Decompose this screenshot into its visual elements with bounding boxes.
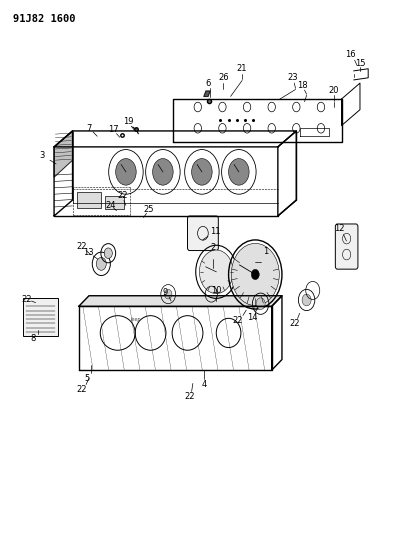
Text: 25: 25 bbox=[143, 205, 154, 214]
Circle shape bbox=[116, 159, 136, 185]
Circle shape bbox=[199, 250, 233, 294]
Text: 22: 22 bbox=[233, 316, 243, 325]
Text: 22: 22 bbox=[76, 242, 87, 251]
Text: 23: 23 bbox=[287, 73, 297, 82]
Text: 5: 5 bbox=[84, 374, 89, 383]
FancyBboxPatch shape bbox=[335, 224, 358, 269]
Text: 26: 26 bbox=[218, 73, 229, 82]
Text: 12: 12 bbox=[334, 224, 345, 233]
Text: 9: 9 bbox=[162, 287, 168, 296]
Text: 16: 16 bbox=[345, 51, 356, 59]
Circle shape bbox=[164, 289, 172, 299]
Text: 10: 10 bbox=[211, 286, 222, 295]
Circle shape bbox=[302, 294, 311, 306]
Text: 17: 17 bbox=[108, 125, 119, 134]
Text: 18: 18 bbox=[297, 81, 308, 90]
Circle shape bbox=[104, 248, 112, 259]
Circle shape bbox=[152, 159, 173, 185]
Text: 3: 3 bbox=[39, 151, 44, 160]
Text: 4: 4 bbox=[201, 380, 206, 389]
Text: 15: 15 bbox=[355, 59, 365, 68]
Polygon shape bbox=[204, 91, 210, 96]
Text: 1: 1 bbox=[263, 247, 268, 256]
Text: 22: 22 bbox=[289, 319, 300, 328]
Polygon shape bbox=[79, 296, 282, 306]
Circle shape bbox=[229, 159, 249, 185]
Circle shape bbox=[96, 257, 106, 270]
Text: 20: 20 bbox=[329, 85, 339, 94]
Circle shape bbox=[192, 159, 212, 185]
Text: 13: 13 bbox=[83, 248, 94, 257]
Circle shape bbox=[251, 269, 259, 280]
Text: 22: 22 bbox=[21, 295, 32, 304]
Text: 22: 22 bbox=[118, 191, 128, 200]
Text: 8: 8 bbox=[30, 334, 35, 343]
Text: Jeep: Jeep bbox=[131, 317, 141, 322]
Text: 22: 22 bbox=[77, 385, 87, 394]
Polygon shape bbox=[54, 131, 73, 177]
Text: 19: 19 bbox=[123, 117, 133, 126]
Text: 2: 2 bbox=[211, 244, 216, 253]
Text: 24: 24 bbox=[105, 201, 116, 210]
Bar bbox=[77, 192, 101, 208]
Text: 11: 11 bbox=[210, 228, 221, 237]
Bar bbox=[23, 298, 58, 336]
Circle shape bbox=[231, 244, 279, 305]
FancyBboxPatch shape bbox=[187, 216, 218, 251]
Text: 7: 7 bbox=[86, 124, 91, 133]
Text: 6: 6 bbox=[205, 78, 211, 87]
Circle shape bbox=[256, 298, 265, 310]
Bar bbox=[105, 196, 124, 209]
Text: 14: 14 bbox=[247, 312, 257, 321]
Text: 91J82 1600: 91J82 1600 bbox=[13, 14, 75, 24]
Text: 22: 22 bbox=[184, 392, 195, 401]
Text: 21: 21 bbox=[237, 64, 247, 73]
